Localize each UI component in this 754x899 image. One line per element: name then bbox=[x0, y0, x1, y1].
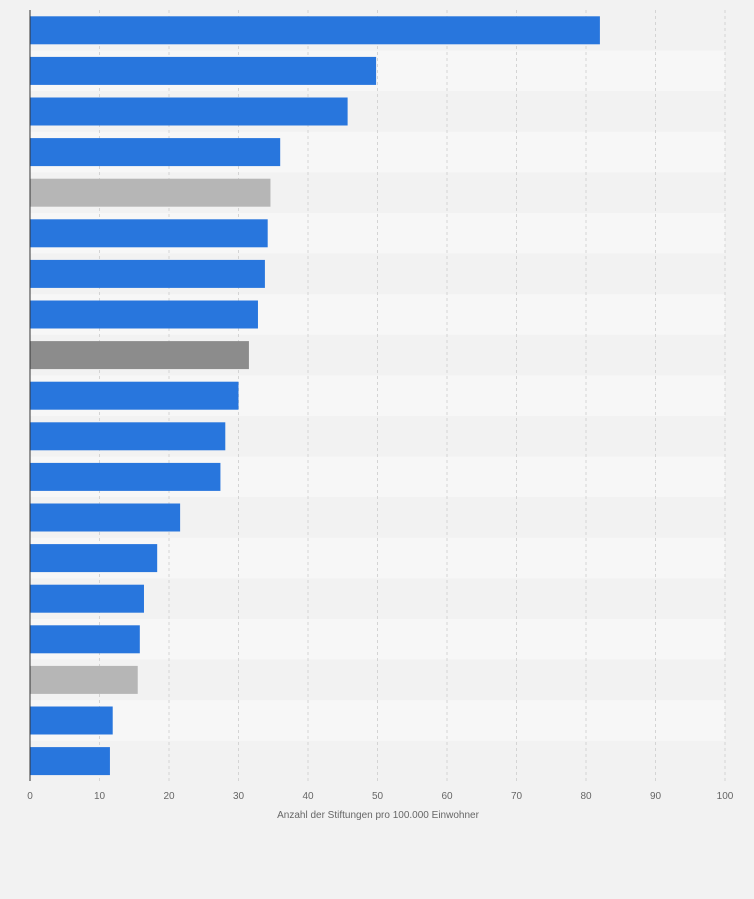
bar[interactable] bbox=[30, 259, 265, 288]
bar[interactable] bbox=[30, 97, 348, 126]
bar[interactable] bbox=[30, 381, 239, 410]
x-tick-label: 90 bbox=[650, 791, 662, 802]
bar[interactable] bbox=[30, 462, 221, 491]
bar[interactable] bbox=[30, 219, 268, 248]
bar[interactable] bbox=[30, 584, 144, 613]
x-tick-label: 60 bbox=[441, 791, 453, 802]
bar[interactable] bbox=[30, 138, 281, 167]
x-tick-label: 40 bbox=[302, 791, 314, 802]
bar[interactable] bbox=[30, 706, 113, 735]
bar[interactable] bbox=[30, 300, 258, 329]
bar[interactable] bbox=[30, 544, 158, 573]
x-tick-label: 70 bbox=[511, 791, 523, 802]
bar[interactable] bbox=[30, 503, 181, 532]
x-tick-label: 20 bbox=[163, 791, 175, 802]
x-tick-label: 80 bbox=[580, 791, 592, 802]
bar[interactable] bbox=[30, 16, 600, 45]
bar[interactable] bbox=[30, 665, 138, 694]
x-tick-label: 0 bbox=[27, 791, 33, 802]
x-tick-label: 30 bbox=[233, 791, 245, 802]
bar[interactable] bbox=[30, 625, 140, 654]
x-axis-label: Anzahl der Stiftungen pro 100.000 Einwoh… bbox=[277, 810, 479, 821]
x-tick-label: 100 bbox=[717, 791, 734, 802]
bar[interactable] bbox=[30, 56, 377, 85]
bar[interactable] bbox=[30, 747, 110, 776]
bar[interactable] bbox=[30, 422, 226, 451]
bar[interactable] bbox=[30, 341, 249, 370]
x-tick-label: 10 bbox=[94, 791, 106, 802]
x-tick-label: 50 bbox=[372, 791, 384, 802]
bar[interactable] bbox=[30, 178, 271, 207]
bars bbox=[30, 16, 600, 776]
x-tick-labels: 0 10 20 30 40 50 60 70 80 90 100 bbox=[27, 791, 734, 802]
